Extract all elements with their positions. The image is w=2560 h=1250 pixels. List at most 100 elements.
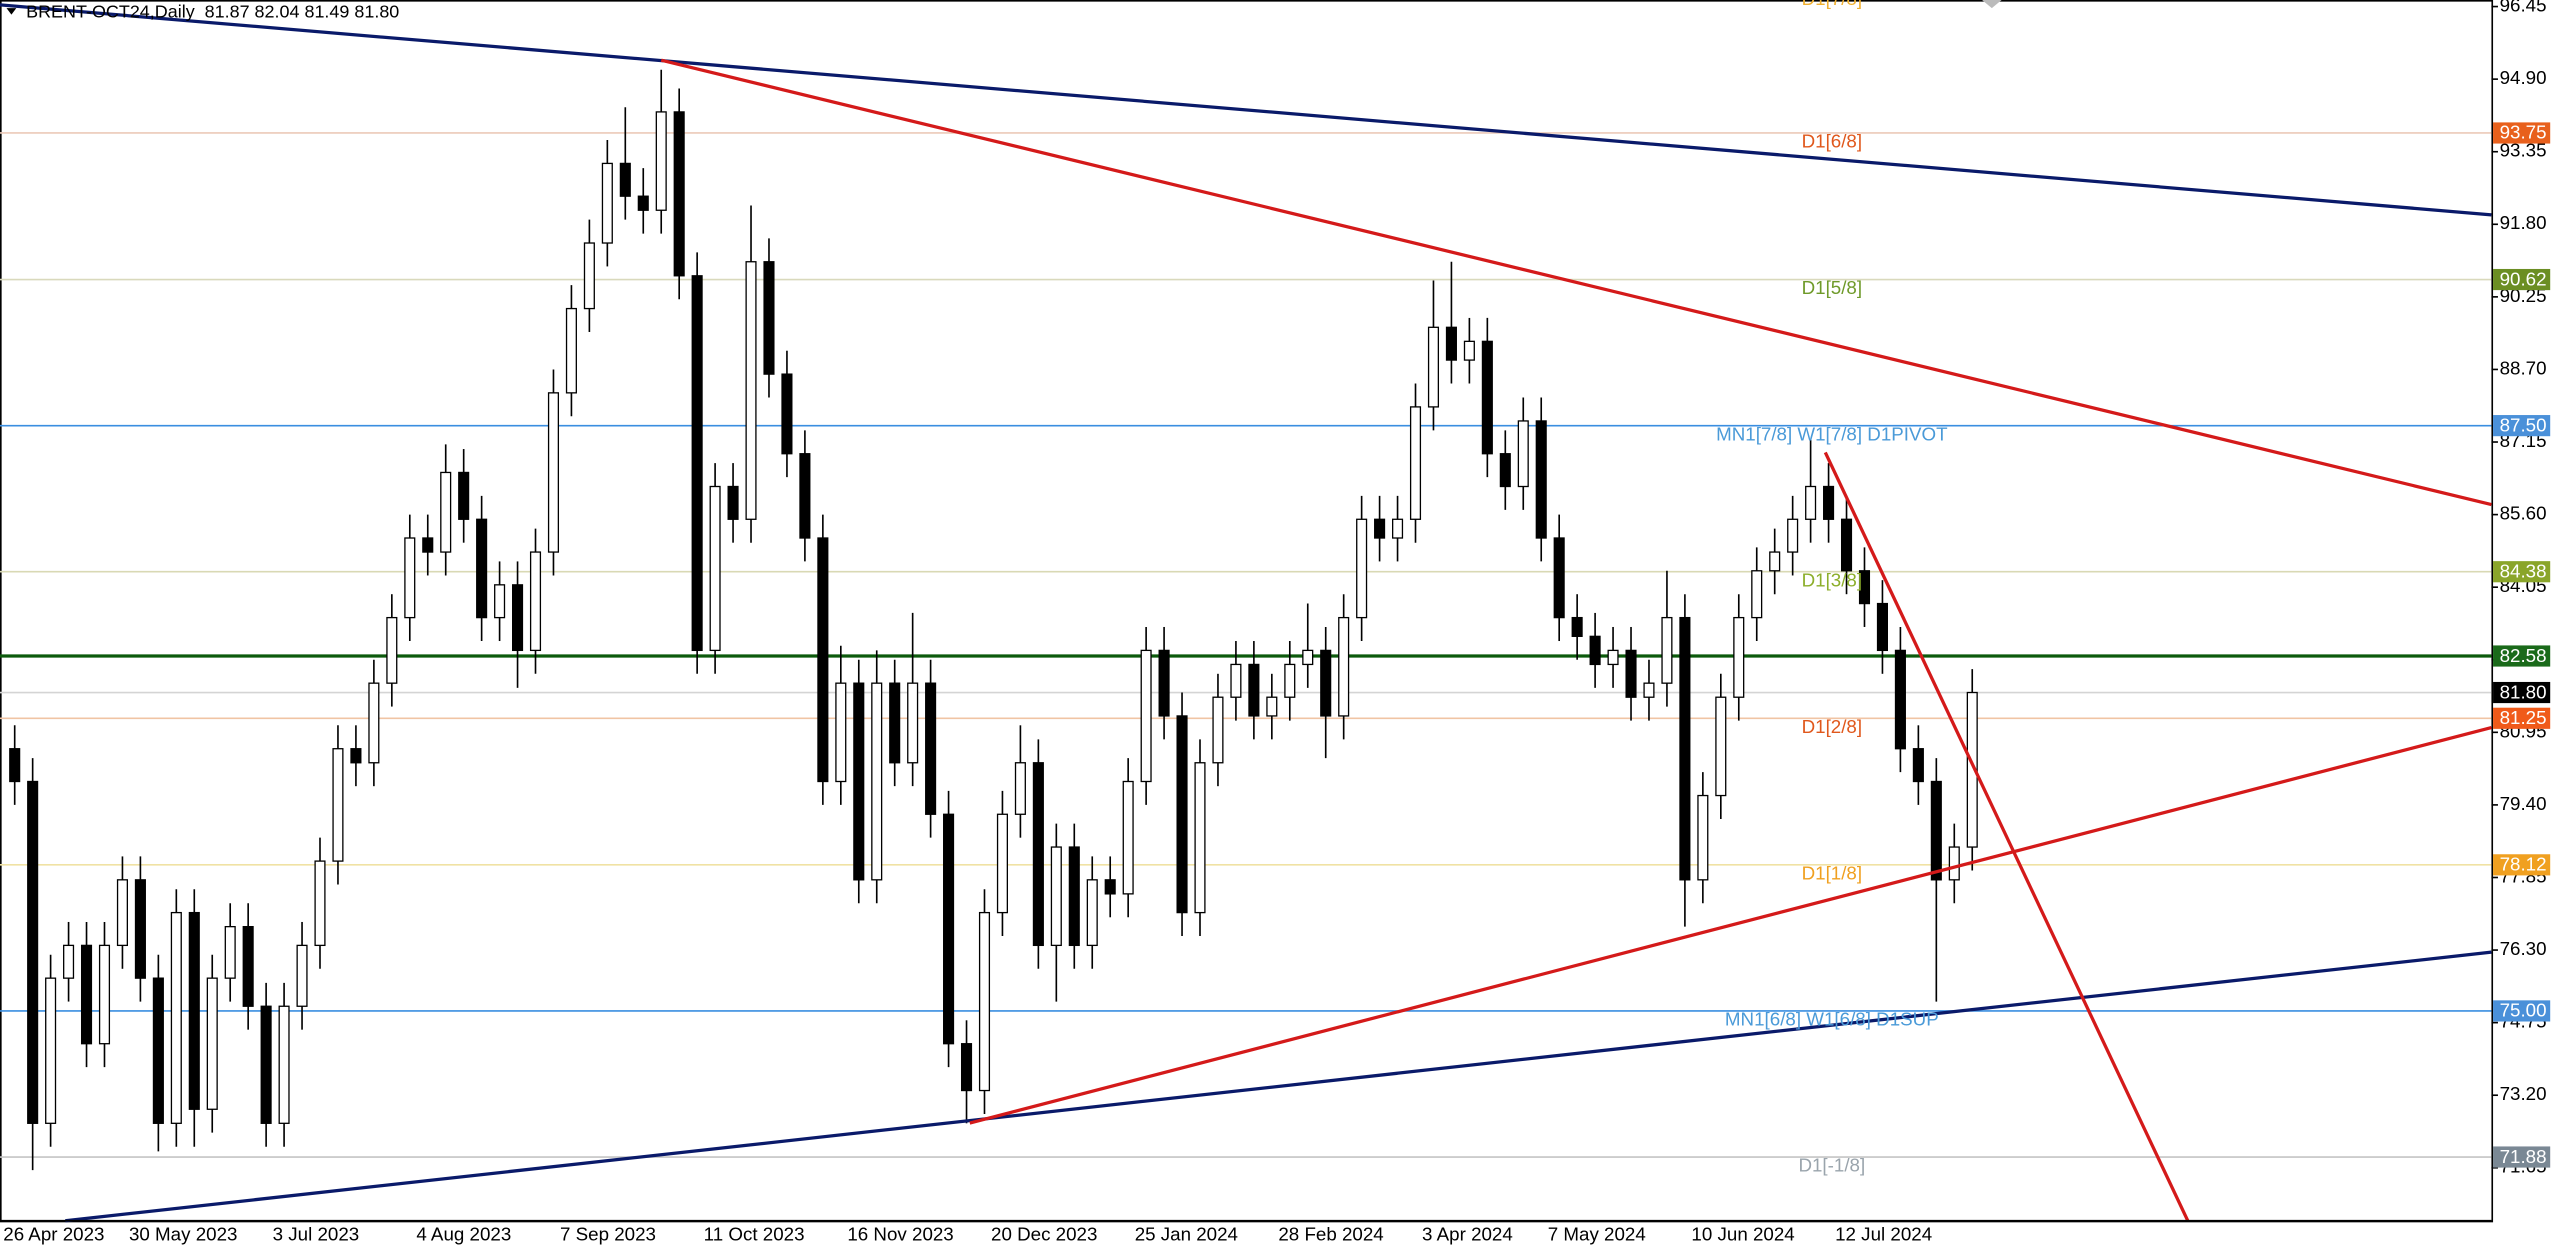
candle-body bbox=[1715, 696, 1727, 797]
x-tick-label: 7 Sep 2023 bbox=[560, 1223, 656, 1244]
candle-body bbox=[1266, 696, 1278, 717]
candle-body bbox=[655, 111, 667, 211]
candle-body bbox=[960, 1043, 973, 1092]
candle-body bbox=[1589, 635, 1601, 666]
candle-body bbox=[9, 748, 21, 783]
price-box bbox=[2493, 1146, 2551, 1168]
candle-body bbox=[1733, 616, 1745, 698]
x-tick-label: 26 Apr 2023 bbox=[3, 1223, 104, 1244]
price-box-label: 75.00 bbox=[2500, 1000, 2547, 1021]
candle-body bbox=[350, 748, 362, 764]
candle-body bbox=[152, 977, 164, 1124]
candle-body bbox=[1535, 420, 1547, 539]
candle-body bbox=[601, 162, 613, 244]
x-tick-label: 12 Jul 2024 bbox=[1835, 1223, 1932, 1244]
candle-body bbox=[871, 682, 883, 881]
candle-body bbox=[1409, 406, 1422, 520]
x-tick-label: 28 Feb 2024 bbox=[1278, 1223, 1383, 1244]
y-tick-label: 94.90 bbox=[2500, 67, 2547, 88]
candle-body bbox=[1338, 616, 1350, 717]
y-tick-label: 88.70 bbox=[2500, 357, 2547, 378]
candle-body bbox=[260, 1005, 272, 1124]
x-tick-label: 20 Dec 2023 bbox=[991, 1223, 1097, 1244]
candle-body bbox=[1086, 879, 1098, 947]
candle-body bbox=[1032, 762, 1044, 947]
candle-body bbox=[170, 911, 182, 1124]
candle-body bbox=[978, 911, 991, 1092]
candle-body bbox=[889, 682, 901, 764]
price-box bbox=[2493, 415, 2551, 437]
trendline bbox=[969, 725, 2492, 1125]
price-box-label: 84.38 bbox=[2500, 561, 2547, 582]
price-box bbox=[2493, 561, 2551, 583]
candle-body bbox=[440, 471, 452, 553]
level-name: D1[5/8] bbox=[1802, 277, 1862, 298]
candle-body bbox=[1553, 537, 1565, 619]
candle-body bbox=[1014, 762, 1026, 815]
x-tick-label: 30 May 2023 bbox=[129, 1223, 237, 1244]
candle-body bbox=[1930, 780, 1942, 881]
marker bbox=[1982, 0, 2002, 9]
price-box-label: 71.88 bbox=[2500, 1146, 2547, 1167]
x-tick-label: 11 Oct 2023 bbox=[704, 1223, 805, 1244]
candle-body bbox=[1625, 649, 1637, 698]
candle-body bbox=[1966, 691, 1978, 848]
y-tick-label: 93.35 bbox=[2500, 140, 2547, 161]
level-name: D1[7/8] bbox=[1802, 0, 1862, 9]
candle-body bbox=[494, 584, 506, 619]
trendline bbox=[1823, 451, 2190, 1222]
candle-body bbox=[1194, 762, 1206, 914]
x-tick-label: 16 Nov 2023 bbox=[847, 1223, 953, 1244]
candle-body bbox=[1445, 326, 1457, 361]
candle-body bbox=[278, 1005, 290, 1124]
candles bbox=[9, 69, 1978, 1171]
candle-body bbox=[224, 925, 236, 979]
trendline bbox=[65, 950, 2492, 1223]
candle-body bbox=[1912, 748, 1924, 783]
candle-body bbox=[835, 682, 847, 783]
candle-body bbox=[907, 682, 919, 764]
candle-body bbox=[1104, 879, 1116, 895]
candle-body bbox=[512, 584, 524, 652]
candle-body bbox=[1248, 663, 1260, 717]
level-name: D1[1/8] bbox=[1802, 863, 1862, 884]
candle-body bbox=[529, 551, 542, 652]
candle-body bbox=[1356, 518, 1368, 619]
x-tick-label: 3 Apr 2024 bbox=[1422, 1223, 1513, 1244]
candle-body bbox=[619, 162, 631, 197]
x-tick-label: 4 Aug 2023 bbox=[416, 1223, 511, 1244]
x-tick-label: 10 Jun 2024 bbox=[1691, 1223, 1794, 1244]
price-box bbox=[2493, 1000, 2551, 1022]
candle-body bbox=[1392, 518, 1404, 539]
candle-body bbox=[27, 780, 39, 1124]
candle-body bbox=[242, 925, 254, 1007]
candle-body bbox=[727, 485, 739, 520]
level-name: MN1[6/8] W1[6/8] D1SUP bbox=[1725, 1009, 1939, 1030]
candle-body bbox=[1571, 616, 1583, 637]
symbol-header: BRENT-OCT24,Daily 81.87 82.04 81.49 81.8… bbox=[26, 2, 399, 22]
candle-body bbox=[45, 977, 57, 1124]
trendline bbox=[0, 3, 2492, 217]
price-box-label: 90.62 bbox=[2500, 268, 2547, 289]
candle-body bbox=[637, 195, 649, 211]
price-box bbox=[2493, 645, 2551, 667]
candle-body bbox=[547, 392, 560, 553]
candle-body bbox=[565, 307, 577, 394]
y-tick-label: 76.30 bbox=[2500, 938, 2547, 959]
candle-body bbox=[476, 518, 488, 619]
price-box bbox=[2493, 681, 2551, 704]
candle-body bbox=[583, 242, 595, 310]
y-tick-label: 96.45 bbox=[2500, 0, 2547, 15]
candle-body bbox=[781, 373, 793, 455]
price-box-label: 81.80 bbox=[2500, 681, 2547, 702]
price-box-label: 78.12 bbox=[2500, 854, 2547, 875]
level-name: D1[3/8] bbox=[1802, 569, 1862, 590]
candle-body bbox=[206, 977, 218, 1110]
candle-body bbox=[134, 879, 146, 979]
candle-body bbox=[332, 748, 344, 862]
y-tick-label: 79.40 bbox=[2500, 793, 2547, 814]
candle-body bbox=[1068, 846, 1080, 947]
